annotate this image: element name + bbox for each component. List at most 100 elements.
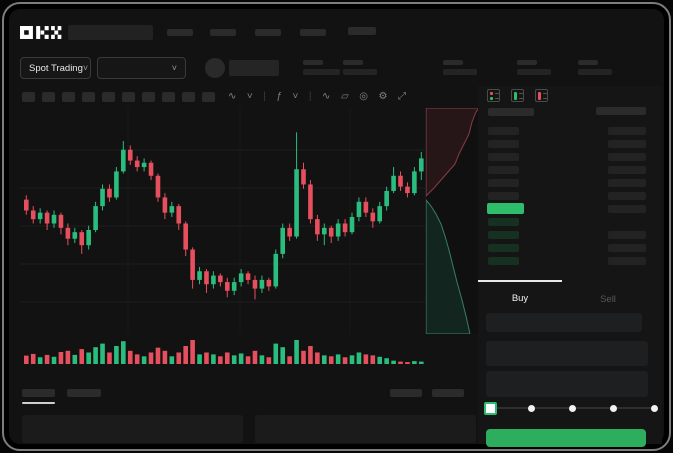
- settings-gear-icon[interactable]: ⚙: [378, 90, 388, 102]
- volume-bar: [377, 356, 383, 364]
- chevron-down-icon: ˅: [171, 62, 177, 73]
- buy-submit-button[interactable]: [486, 429, 646, 447]
- volume-bar: [65, 350, 71, 364]
- volume-bar: [183, 346, 188, 364]
- skeleton-tool-chip: [142, 92, 155, 102]
- candle-body: [328, 227, 334, 237]
- slider-stop[interactable]: [609, 404, 617, 412]
- book-header-price: [488, 108, 534, 116]
- chevron-down-icon[interactable]: ˅: [246, 90, 253, 102]
- volume-bar: [51, 356, 57, 364]
- divider: |: [263, 90, 266, 102]
- candle-body: [224, 282, 230, 291]
- book-asks-icon[interactable]: [535, 89, 548, 102]
- function-icon[interactable]: ƒ: [276, 90, 282, 102]
- candle-body: [301, 169, 306, 185]
- orders-tab-active[interactable]: [22, 389, 55, 397]
- camera-icon[interactable]: ◎: [359, 90, 368, 102]
- line-tool-icon[interactable]: ∿: [322, 90, 331, 102]
- slider-stop[interactable]: [527, 404, 535, 412]
- volume-bar: [114, 346, 119, 364]
- volume-bar: [148, 352, 154, 364]
- volume-bar: [204, 352, 209, 364]
- volume-bar: [169, 356, 175, 364]
- candle-body: [218, 275, 223, 283]
- skeleton-stat-value: [343, 69, 377, 75]
- candle-body: [183, 223, 188, 250]
- book-bids-icon[interactable]: [511, 89, 524, 102]
- candle-body: [79, 232, 85, 246]
- tab-sell[interactable]: Sell: [600, 294, 616, 305]
- book-amount-bar: [608, 257, 646, 265]
- chevron-down-icon: ˅: [82, 62, 89, 73]
- fullscreen-icon[interactable]: ⤢: [397, 90, 406, 102]
- skeleton-search-bar: [68, 25, 153, 40]
- candle-body: [273, 253, 279, 287]
- chevron-down-icon[interactable]: ˅: [292, 90, 299, 102]
- candle-body: [51, 214, 57, 224]
- slider-stop[interactable]: [568, 404, 576, 412]
- candle-body: [162, 197, 168, 213]
- book-amount-bar: [608, 231, 646, 239]
- compare-icon[interactable]: ▱: [340, 90, 349, 102]
- skeleton-tool-chip: [162, 92, 175, 102]
- candle-body: [294, 169, 299, 237]
- volume-bar: [30, 353, 36, 364]
- candle-body: [391, 175, 396, 191]
- skeleton-orders-panel: [22, 415, 243, 443]
- candle-body: [148, 162, 154, 176]
- slider-stop[interactable]: [650, 404, 658, 412]
- volume-bar: [79, 349, 85, 364]
- tab-buy[interactable]: Buy: [511, 293, 529, 304]
- volume-bar: [24, 355, 29, 364]
- order-price-input[interactable]: [486, 313, 642, 332]
- candlestick-chart[interactable]: [20, 108, 425, 334]
- skeleton-stat-label: [578, 60, 598, 65]
- skeleton-stat-label: [517, 60, 537, 65]
- candle-body: [65, 227, 71, 239]
- volume-bar: [141, 356, 147, 364]
- volume-bar: [121, 341, 126, 364]
- candle-body: [127, 149, 133, 161]
- book-both-icon[interactable]: [487, 89, 500, 102]
- candle-body: [134, 160, 140, 168]
- slider-stop-active[interactable]: [483, 401, 497, 415]
- candle-body: [190, 249, 195, 280]
- okx-logo[interactable]: [20, 25, 62, 40]
- skeleton-pair-name: [229, 60, 279, 76]
- book-amount-bar: [608, 140, 646, 148]
- book-bid-row: [488, 231, 519, 239]
- volume-bar: [155, 347, 161, 364]
- volume-bar: [363, 354, 369, 364]
- book-bid-row: [488, 257, 519, 265]
- candle-body: [419, 158, 424, 172]
- volume-bar: [58, 352, 64, 364]
- pair-selector-dropdown[interactable]: ˅: [97, 57, 186, 79]
- volume-bar: [231, 355, 237, 364]
- indicator-wave-icon[interactable]: ∿: [228, 90, 237, 102]
- order-total-input[interactable]: [486, 371, 648, 397]
- market-type-selector[interactable]: Spot Trading ˅: [20, 57, 91, 79]
- skeleton-pair-avatar: [205, 58, 225, 78]
- candle-body: [335, 223, 341, 237]
- skeleton-stat-label: [443, 60, 463, 65]
- order-amount-input[interactable]: [486, 341, 648, 366]
- candle-body: [315, 219, 320, 235]
- book-header-amount: [596, 107, 646, 115]
- skeleton-tool-chip: [62, 92, 75, 102]
- book-amount-bar: [608, 192, 646, 200]
- volume-bar: [398, 361, 403, 364]
- candle-body: [114, 171, 119, 198]
- book-ask-row: [488, 127, 519, 135]
- volume-bar: [72, 354, 78, 364]
- skeleton-nav-item: [348, 27, 376, 35]
- book-bid-row: [488, 244, 519, 252]
- candle-body: [398, 175, 403, 187]
- candle-body: [44, 212, 50, 224]
- volume-bar: [197, 354, 202, 364]
- volume-bar: [218, 356, 223, 364]
- volume-bar: [412, 361, 417, 364]
- volume-bar: [321, 355, 327, 364]
- orders-tab[interactable]: [67, 389, 101, 397]
